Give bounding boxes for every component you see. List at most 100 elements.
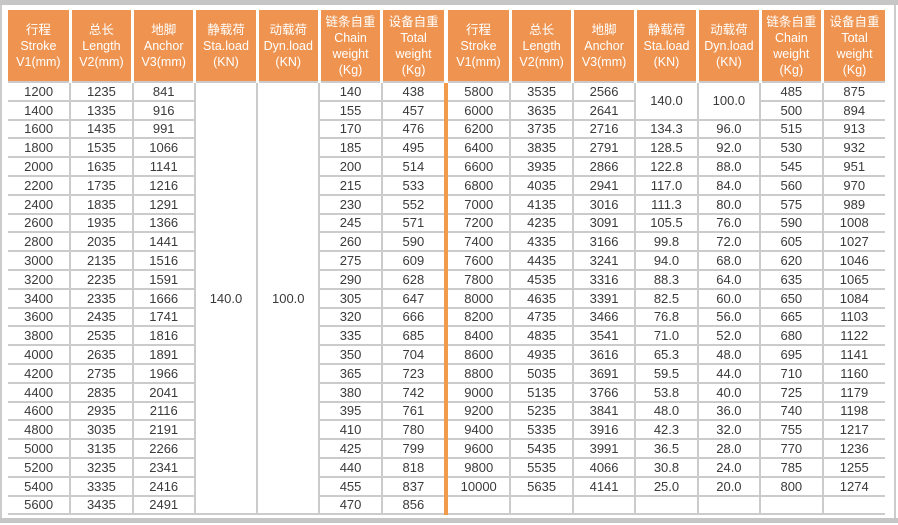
cell-sta-load: 82.5	[634, 287, 699, 309]
cell-total-weight: 457	[380, 99, 444, 121]
cell-length: 4835	[509, 325, 574, 347]
column-header-line: Anchor	[143, 38, 184, 53]
cell-length: 4535	[509, 268, 574, 290]
cell-length: 3335	[69, 475, 134, 497]
table-row: 9200 5235 3841 48.0 36.0 740 1198	[448, 400, 885, 422]
cell-stroke: 9200	[448, 400, 512, 422]
cell-total-weight: 932	[821, 137, 885, 159]
cell-anchor: 3691	[571, 362, 637, 384]
cell-total-weight: 628	[380, 268, 444, 290]
column-header-line: 地脚	[591, 22, 617, 37]
cell-total-weight: 818	[380, 456, 444, 478]
cell-chain-weight: 770	[759, 438, 824, 459]
cell-length: 3635	[509, 99, 574, 121]
tables-container: 行程 Stroke V1(mm) 总长 Length V2(mm) 地脚 Anchor V3(m…	[8, 10, 885, 516]
cell-chain-weight: 380	[318, 381, 383, 403]
cell-length: 2735	[69, 362, 134, 384]
cell-length: 1935	[69, 212, 134, 234]
column-header-dyn-load: 动载荷 Dyn.load (KN)	[255, 10, 321, 82]
cell-stroke: 8400	[448, 325, 512, 347]
cell-anchor: 3316	[571, 268, 637, 290]
cell-sta-load: 65.3	[634, 344, 699, 365]
table-row	[448, 494, 885, 516]
cell-chain-weight: 575	[759, 193, 824, 215]
cell-total-weight: 666	[380, 306, 444, 328]
cell-chain-weight: 215	[318, 174, 383, 196]
cell-chain-weight: 725	[759, 381, 824, 403]
cell-anchor: 991	[131, 118, 196, 140]
column-header-line: Chain	[334, 30, 367, 45]
cell-sta-load	[634, 494, 699, 516]
cell-anchor: 1291	[131, 193, 196, 215]
column-header-line: 链条自重	[766, 14, 817, 29]
cell-stroke: 9400	[448, 419, 512, 441]
right-spec-table: 行程 Stroke V1(mm) 总长 Length V2(mm) 地脚 Anchor V3(m…	[448, 10, 885, 516]
cell-anchor: 4141	[571, 475, 637, 497]
cell-total-weight: 856	[380, 494, 444, 516]
cell-sta-load: 111.3	[634, 193, 699, 215]
column-header-line: 总长	[529, 22, 555, 37]
cell-stroke: 3800	[8, 325, 72, 347]
table-row: 3400 2335 1666 305 647	[8, 287, 444, 309]
column-header-total-weight: 设备自重 Total weight (Kg)	[821, 10, 885, 82]
column-header-line: Sta.load	[643, 38, 690, 53]
table-row: 9800 5535 4066 30.8 24.0 785 1255	[448, 456, 885, 478]
bottom-border-bar	[0, 518, 898, 523]
cell-anchor: 2566	[571, 81, 637, 102]
table-row: 10000 5635 4141 25.0 20.0 800 1274	[448, 475, 885, 497]
cell-length: 1335	[69, 99, 134, 121]
cell-stroke: 3000	[8, 250, 72, 271]
cell-total-weight: 1179	[821, 381, 885, 403]
table-row: 5400 3335 2416 455 837	[8, 475, 444, 497]
cell-total-weight: 1198	[821, 400, 885, 422]
cell-total-weight: 552	[380, 193, 444, 215]
cell-total-weight: 571	[380, 212, 444, 234]
cell-stroke: 7600	[448, 250, 512, 271]
column-header-line: (KN)	[275, 54, 302, 69]
cell-chain-weight: 740	[759, 400, 824, 422]
cell-length: 3435	[69, 494, 134, 516]
cell-chain-weight: 650	[759, 287, 824, 309]
table-row: 7800 4535 3316 88.3 64.0 635 1065	[448, 268, 885, 290]
cell-total-weight: 1046	[821, 250, 885, 271]
cell-stroke: 7800	[448, 268, 512, 290]
cell-sta-load: 36.5	[634, 438, 699, 459]
cell-anchor: 3616	[571, 344, 637, 365]
cell-stroke: 4000	[8, 344, 72, 365]
table-row: 3200 2235 1591 290 628	[8, 268, 444, 290]
cell-length: 5035	[509, 362, 574, 384]
cell-anchor: 3391	[571, 287, 637, 309]
cell-chain-weight: 425	[318, 438, 383, 459]
cell-chain-weight: 305	[318, 287, 383, 309]
table-row: 6200 3735 2716 134.3 96.0 515 913	[448, 118, 885, 140]
cell-chain-weight: 155	[318, 99, 383, 121]
table-row: 5800 3535 2566 140.0 100.0 485 875	[448, 81, 885, 121]
cell-total-weight: 438	[380, 81, 444, 102]
cell-anchor: 2116	[131, 400, 196, 422]
cell-anchor: 3916	[571, 419, 637, 441]
cell-length: 3535	[509, 81, 574, 102]
table-row: 1800 1535 1066 185 495	[8, 137, 444, 159]
cell-chain-weight: 680	[759, 325, 824, 347]
cell-anchor: 1741	[131, 306, 196, 328]
cell-sta-load: 105.5	[634, 212, 699, 234]
table-row: 4400 2835 2041 380 742	[8, 381, 444, 403]
table-row: 1400 1335 916 155 457	[8, 99, 444, 121]
cell-length: 3735	[509, 118, 574, 140]
cell-chain-weight: 185	[318, 137, 383, 159]
cell-stroke: 1600	[8, 118, 72, 140]
cell-length: 1535	[69, 137, 134, 159]
cell-total-weight: 533	[380, 174, 444, 196]
cell-chain-weight: 800	[759, 475, 824, 497]
table-row: 2600 1935 1366 245 571	[8, 212, 444, 234]
column-header-line: weight	[395, 46, 432, 61]
cell-sta-load: 25.0	[634, 475, 699, 497]
table-row: 1600 1435 991 170 476	[8, 118, 444, 140]
header-row: 行程 Stroke V1(mm) 总长 Length V2(mm) 地脚 Anchor V3(m…	[448, 10, 885, 82]
cell-anchor: 1966	[131, 362, 196, 384]
cell-stroke: 8000	[448, 287, 512, 309]
cell-dyn-load: 44.0	[696, 362, 762, 384]
cell-length: 3135	[69, 438, 134, 459]
column-header-line: Total	[400, 30, 427, 45]
cell-stroke: 2800	[8, 231, 72, 253]
